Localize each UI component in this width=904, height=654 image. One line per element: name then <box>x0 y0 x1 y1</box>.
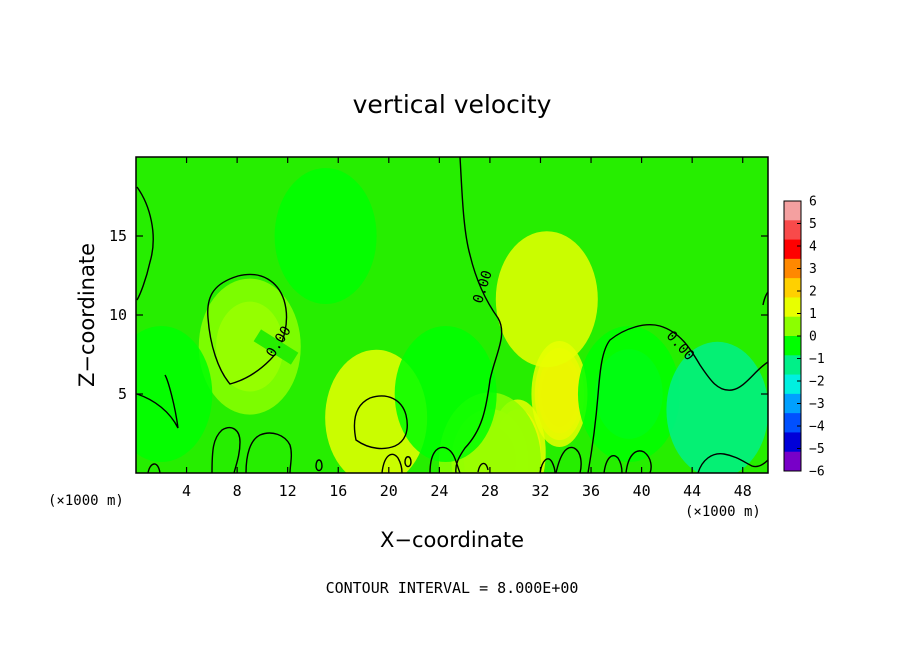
colorbar-swatch <box>784 297 801 318</box>
colorbar-swatch <box>784 413 801 433</box>
colorbar-tick-label: −3 <box>809 397 825 412</box>
colorbar-swatch <box>784 201 801 221</box>
field-feature <box>666 341 768 473</box>
contour-bottom-9 <box>697 453 768 473</box>
contour-bottom-4 <box>381 453 403 473</box>
contour-bottom-7 <box>603 455 623 473</box>
colorbar-tick-label: −2 <box>809 375 825 390</box>
field-feature <box>274 168 377 304</box>
contour-small-3 <box>477 462 489 473</box>
x-tick-label: 48 <box>734 482 752 500</box>
y-axis-title: Z−coordinate <box>75 243 99 387</box>
field-feature <box>136 326 213 462</box>
colorbar-tick-label: 3 <box>809 262 817 277</box>
contour-bottom-8 <box>625 450 652 473</box>
colorbar-swatch <box>784 258 801 279</box>
colorbar-swatch <box>784 432 801 453</box>
colorbar-swatch <box>784 451 801 472</box>
x-tick-label: 32 <box>531 482 549 500</box>
colorbar <box>783 200 802 472</box>
colorbar-tick-label: 6 <box>809 195 817 210</box>
x-axis-ticks: 4 8 12 16 20 24 28 32 36 40 44 48 <box>182 157 752 500</box>
colorbar-swatch <box>784 239 801 260</box>
contour-bottom-6 <box>555 446 582 473</box>
contour-bottom-5 <box>429 446 461 473</box>
z-unit-label: (×1000 m) <box>48 493 124 509</box>
field-feature <box>577 326 680 462</box>
colorbar-swatch <box>784 336 801 356</box>
colorbar-tick-label: −1 <box>809 352 825 367</box>
colorbar-tick-label: 4 <box>809 240 817 255</box>
contour-mid-vertical <box>455 157 503 473</box>
field-feature <box>394 326 497 462</box>
y-tick-label: 10 <box>109 306 127 324</box>
contour-bottom-3 <box>147 463 161 473</box>
colorbar-tick-label: −5 <box>809 442 825 457</box>
x-tick-label: 36 <box>582 482 600 500</box>
field-feature <box>198 278 301 415</box>
colorbar-tick-label: −4 <box>809 420 825 435</box>
colorbar-swatch <box>784 374 801 395</box>
x-tick-label: 4 <box>182 482 191 500</box>
colorbar-swatch <box>784 393 801 414</box>
contour-bottom-10 <box>539 458 556 473</box>
x-axis-title: X−coordinate <box>380 528 524 552</box>
field-feature <box>531 341 588 447</box>
x-unit-label: (×1000 m) <box>685 504 761 520</box>
contour-left-edge <box>136 186 154 301</box>
colorbar-swatch <box>784 278 801 298</box>
colorbar-tick-label: 2 <box>809 285 817 300</box>
chart-title: vertical velocity <box>353 90 552 119</box>
contour-right <box>587 324 768 473</box>
x-tick-label: 16 <box>329 482 347 500</box>
field-feature <box>495 231 598 368</box>
colorbar-tick-label: 1 <box>809 307 817 322</box>
x-tick-label: 44 <box>683 482 701 500</box>
contour-left-lower <box>136 374 179 429</box>
zero-contours <box>136 157 768 473</box>
contour-small-1 <box>315 459 323 472</box>
x-tick-label: 20 <box>380 482 398 500</box>
colorbar-swatch <box>784 220 801 240</box>
colorbar-labels: 6 5 4 3 2 1 0 −1 −2 −3 −4 −5 −6 <box>797 195 825 480</box>
contour-label-bg <box>253 329 299 365</box>
contour-small-2 <box>404 456 412 468</box>
colorbar-tick-label: −6 <box>809 465 825 480</box>
y-tick-label: 15 <box>109 227 127 245</box>
x-tick-label: 28 <box>481 482 499 500</box>
colorbar-tick-label: 5 <box>809 217 817 232</box>
y-axis-ticks: 5 10 15 <box>109 227 768 403</box>
contour-lower-left <box>353 395 408 450</box>
x-tick-label: 40 <box>633 482 651 500</box>
colorbar-swatch <box>784 355 801 375</box>
x-tick-label: 8 <box>233 482 242 500</box>
colorbar-swatch <box>784 316 801 337</box>
contour-loop-left <box>207 273 288 385</box>
contour-interval-text: CONTOUR INTERVAL = 8.000E+00 <box>326 579 579 597</box>
y-tick-label: 5 <box>118 385 127 403</box>
velocity-field <box>136 168 768 473</box>
colorbar-tick-label: 0 <box>809 330 817 345</box>
contour-bottom-2 <box>245 432 293 473</box>
x-tick-label: 12 <box>279 482 297 500</box>
x-tick-label: 24 <box>430 482 448 500</box>
contour-bottom-1 <box>211 426 241 473</box>
